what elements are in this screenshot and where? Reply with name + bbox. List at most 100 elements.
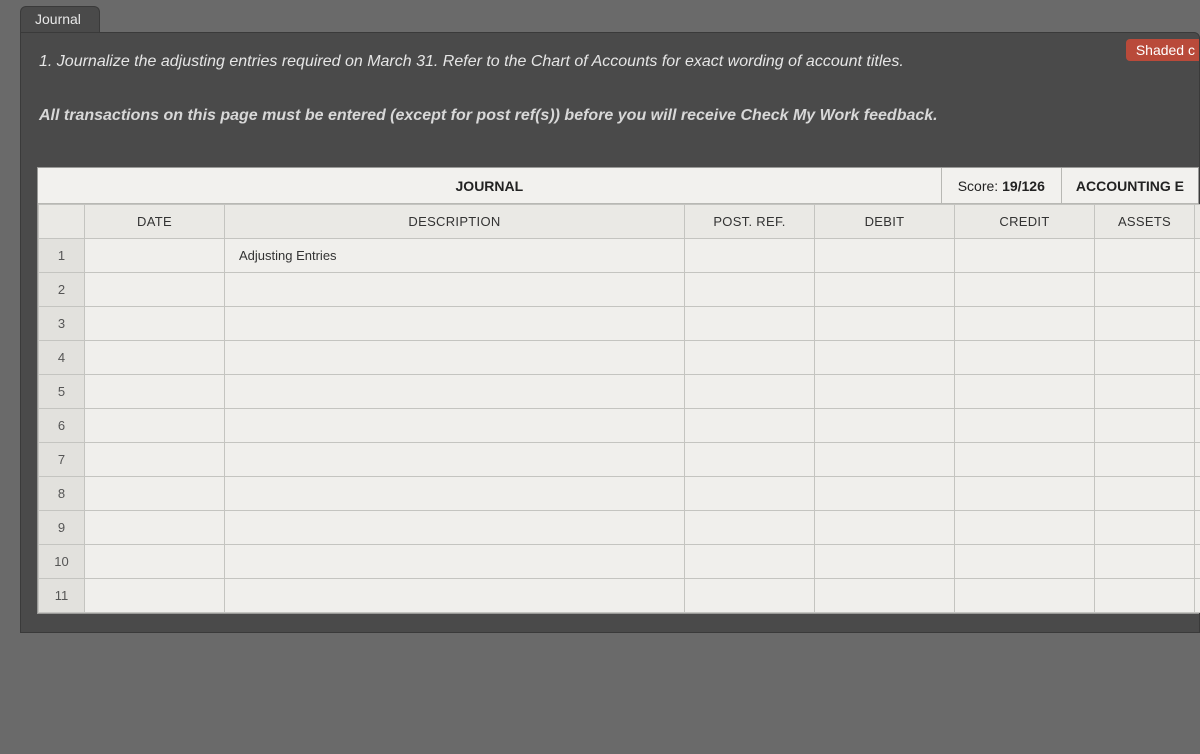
date-cell[interactable]	[85, 443, 225, 477]
date-cell[interactable]	[85, 375, 225, 409]
credit-cell[interactable]	[955, 511, 1095, 545]
postref-cell[interactable]	[685, 375, 815, 409]
postref-cell[interactable]	[685, 443, 815, 477]
description-cell[interactable]	[225, 443, 685, 477]
liabilities-cell[interactable]	[1195, 239, 1200, 273]
debit-cell[interactable]	[815, 545, 955, 579]
table-row: 8	[39, 477, 1200, 511]
assets-cell[interactable]	[1095, 341, 1195, 375]
liabilities-cell[interactable]	[1195, 477, 1200, 511]
tab-journal[interactable]: Journal	[20, 6, 100, 32]
date-cell[interactable]	[85, 273, 225, 307]
debit-cell[interactable]	[815, 443, 955, 477]
credit-cell[interactable]	[955, 375, 1095, 409]
description-cell[interactable]	[225, 341, 685, 375]
debit-cell[interactable]	[815, 307, 955, 341]
col-postref[interactable]: POST. REF.	[685, 205, 815, 239]
assets-cell[interactable]	[1095, 511, 1195, 545]
liabilities-cell[interactable]	[1195, 579, 1200, 613]
description-cell[interactable]	[225, 409, 685, 443]
description-cell[interactable]	[225, 579, 685, 613]
debit-cell[interactable]	[815, 477, 955, 511]
assets-cell[interactable]	[1095, 273, 1195, 307]
liabilities-cell[interactable]	[1195, 443, 1200, 477]
assets-cell[interactable]	[1095, 545, 1195, 579]
date-cell[interactable]	[85, 409, 225, 443]
debit-cell[interactable]	[815, 375, 955, 409]
credit-cell[interactable]	[955, 545, 1095, 579]
credit-cell[interactable]	[955, 307, 1095, 341]
table-row: 9	[39, 511, 1200, 545]
date-cell[interactable]	[85, 477, 225, 511]
score-value: 19/126	[1002, 178, 1045, 194]
date-cell[interactable]	[85, 579, 225, 613]
table-row: 3	[39, 307, 1200, 341]
table-row: 1Adjusting Entries	[39, 239, 1200, 273]
description-cell[interactable]	[225, 307, 685, 341]
credit-cell[interactable]	[955, 239, 1095, 273]
credit-cell[interactable]	[955, 273, 1095, 307]
credit-cell[interactable]	[955, 477, 1095, 511]
description-cell[interactable]	[225, 375, 685, 409]
assets-cell[interactable]	[1095, 477, 1195, 511]
postref-cell[interactable]	[685, 273, 815, 307]
liabilities-cell[interactable]	[1195, 273, 1200, 307]
assets-cell[interactable]	[1095, 409, 1195, 443]
date-cell[interactable]	[85, 545, 225, 579]
credit-cell[interactable]	[955, 409, 1095, 443]
postref-cell[interactable]	[685, 545, 815, 579]
liabilities-cell[interactable]	[1195, 409, 1200, 443]
postref-cell[interactable]	[685, 579, 815, 613]
table-row: 10	[39, 545, 1200, 579]
col-date[interactable]: DATE	[85, 205, 225, 239]
description-cell[interactable]	[225, 477, 685, 511]
postref-cell[interactable]	[685, 239, 815, 273]
postref-cell[interactable]	[685, 477, 815, 511]
shaded-cells-pill[interactable]: Shaded c	[1126, 39, 1199, 61]
col-rownum	[39, 205, 85, 239]
row-number: 9	[39, 511, 85, 545]
liabilities-cell[interactable]	[1195, 375, 1200, 409]
postref-cell[interactable]	[685, 307, 815, 341]
date-cell[interactable]	[85, 511, 225, 545]
col-credit[interactable]: CREDIT	[955, 205, 1095, 239]
debit-cell[interactable]	[815, 273, 955, 307]
liabilities-cell[interactable]	[1195, 511, 1200, 545]
col-assets[interactable]: ASSETS	[1095, 205, 1195, 239]
liabilities-cell[interactable]	[1195, 307, 1200, 341]
description-cell[interactable]	[225, 511, 685, 545]
col-liabilities[interactable]: LIABILITIE	[1195, 205, 1200, 239]
description-cell[interactable]: Adjusting Entries	[225, 239, 685, 273]
debit-cell[interactable]	[815, 341, 955, 375]
date-cell[interactable]	[85, 307, 225, 341]
col-description[interactable]: DESCRIPTION	[225, 205, 685, 239]
assets-cell[interactable]	[1095, 443, 1195, 477]
journal-container: JOURNAL Score: 19/126 ACCOUNTING E DATE …	[37, 167, 1199, 614]
question-panel: Shaded c 1. Journalize the adjusting ent…	[20, 32, 1200, 633]
debit-cell[interactable]	[815, 511, 955, 545]
date-cell[interactable]	[85, 341, 225, 375]
credit-cell[interactable]	[955, 579, 1095, 613]
description-cell[interactable]	[225, 545, 685, 579]
credit-cell[interactable]	[955, 443, 1095, 477]
description-cell[interactable]	[225, 273, 685, 307]
postref-cell[interactable]	[685, 409, 815, 443]
debit-cell[interactable]	[815, 409, 955, 443]
assets-cell[interactable]	[1095, 307, 1195, 341]
postref-cell[interactable]	[685, 341, 815, 375]
assets-cell[interactable]	[1095, 579, 1195, 613]
journal-table: DATE DESCRIPTION POST. REF. DEBIT CREDIT…	[38, 204, 1200, 613]
credit-cell[interactable]	[955, 341, 1095, 375]
assets-cell[interactable]	[1095, 239, 1195, 273]
row-number: 10	[39, 545, 85, 579]
assets-cell[interactable]	[1095, 375, 1195, 409]
liabilities-cell[interactable]	[1195, 341, 1200, 375]
postref-cell[interactable]	[685, 511, 815, 545]
table-row: 5	[39, 375, 1200, 409]
col-debit[interactable]: DEBIT	[815, 205, 955, 239]
liabilities-cell[interactable]	[1195, 545, 1200, 579]
date-cell[interactable]	[85, 239, 225, 273]
debit-cell[interactable]	[815, 239, 955, 273]
debit-cell[interactable]	[815, 579, 955, 613]
feedback-warning: All transactions on this page must be en…	[39, 107, 1199, 125]
